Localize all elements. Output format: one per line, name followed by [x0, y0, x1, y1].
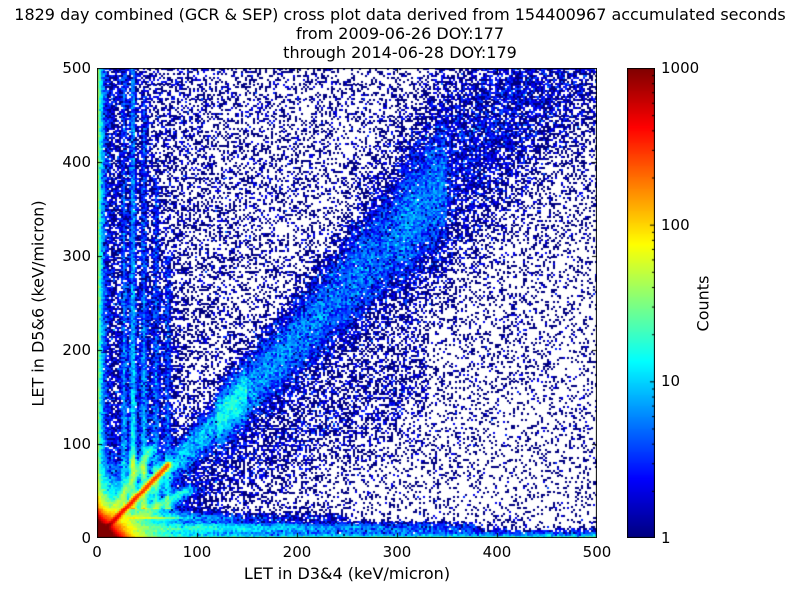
y-tick-label: 500: [62, 59, 91, 77]
colorbar-tick-label: 1000: [661, 59, 700, 77]
x-tick-label: 500: [582, 543, 612, 561]
heatmap-plot-area: [97, 68, 597, 538]
colorbar-tick-label: 10: [661, 372, 681, 391]
x-tick-label: 200: [282, 543, 312, 561]
x-tick-label: 300: [382, 543, 412, 561]
chart-title-line-1: 1829 day combined (GCR & SEP) cross plot…: [14, 5, 786, 24]
chart-title-line-2: from 2009-06-26 DOY:177: [295, 24, 504, 43]
x-tick-label: 0: [92, 543, 102, 561]
chart-title-line-3: through 2014-06-28 DOY:179: [283, 43, 517, 62]
colorbar: [627, 68, 655, 538]
x-tick-label: 100: [182, 543, 212, 561]
x-axis-label: LET in D3&4 (keV/micron): [243, 564, 451, 583]
y-tick-label: 200: [62, 341, 91, 359]
colorbar-tick-label: 1: [661, 529, 671, 547]
y-tick-label: 300: [62, 247, 91, 265]
y-tick-label: 100: [62, 435, 91, 453]
colorbar-label: Counts: [693, 275, 713, 332]
y-tick-label: 400: [62, 153, 91, 171]
y-axis-label: LET in D5&6 (keV/micron): [28, 200, 48, 407]
x-tick-label: 400: [482, 543, 512, 561]
y-tick-label: 0: [81, 529, 91, 547]
colorbar-tick-label: 100: [661, 215, 690, 234]
